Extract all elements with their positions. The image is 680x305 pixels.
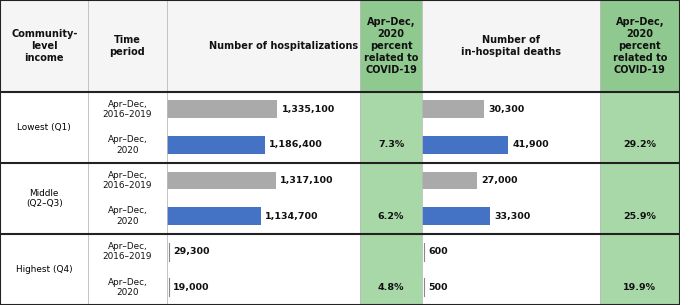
Text: 29.2%: 29.2% xyxy=(624,140,656,149)
Bar xyxy=(600,127,680,163)
Text: Number of hospitalizations: Number of hospitalizations xyxy=(209,41,358,51)
Text: Highest (Q4): Highest (Q4) xyxy=(16,265,73,274)
Bar xyxy=(360,269,422,305)
Bar xyxy=(422,136,508,154)
Text: Number of
in-hospital deaths: Number of in-hospital deaths xyxy=(460,35,561,57)
Text: 19,000: 19,000 xyxy=(173,283,210,292)
Bar xyxy=(0,198,88,234)
Bar xyxy=(167,198,360,234)
Bar xyxy=(360,198,422,234)
Bar xyxy=(600,269,680,305)
Bar xyxy=(600,0,680,92)
Text: 41,900: 41,900 xyxy=(512,140,549,149)
Text: 33,300: 33,300 xyxy=(494,212,531,221)
Bar xyxy=(360,92,422,127)
Text: Apr–Dec,
2020: Apr–Dec, 2020 xyxy=(107,135,148,155)
Bar xyxy=(422,163,600,198)
Text: Apr–Dec,
2020
percent
related to
COVID-19: Apr–Dec, 2020 percent related to COVID-1… xyxy=(364,17,418,75)
Bar xyxy=(167,100,277,118)
Bar xyxy=(167,92,360,127)
Bar xyxy=(88,0,167,92)
Text: 600: 600 xyxy=(428,247,448,256)
Bar xyxy=(88,92,167,127)
Text: 7.3%: 7.3% xyxy=(378,140,404,149)
Bar xyxy=(88,163,167,198)
Bar xyxy=(422,0,600,92)
Bar xyxy=(360,0,422,92)
Bar xyxy=(88,127,167,163)
Text: 27,000: 27,000 xyxy=(481,176,518,185)
Text: 25.9%: 25.9% xyxy=(624,212,656,221)
Text: 1,134,700: 1,134,700 xyxy=(265,212,318,221)
Bar xyxy=(600,92,680,127)
Bar xyxy=(167,269,360,305)
Text: 1,317,100: 1,317,100 xyxy=(280,176,334,185)
Bar xyxy=(360,234,422,269)
Bar xyxy=(422,269,600,305)
Bar xyxy=(167,0,360,92)
Text: Apr–Dec,
2020: Apr–Dec, 2020 xyxy=(107,278,148,297)
Bar xyxy=(0,127,88,163)
Bar xyxy=(422,100,484,118)
Text: Apr–Dec,
2020
percent
related to
COVID-19: Apr–Dec, 2020 percent related to COVID-1… xyxy=(613,17,667,75)
Bar xyxy=(422,171,477,189)
Text: 500: 500 xyxy=(428,283,448,292)
Text: 4.8%: 4.8% xyxy=(378,283,404,292)
Text: Lowest (Q1): Lowest (Q1) xyxy=(17,123,71,131)
Bar xyxy=(88,198,167,234)
Bar xyxy=(600,163,680,198)
Bar xyxy=(167,127,360,163)
Bar xyxy=(600,234,680,269)
Text: Time
period: Time period xyxy=(109,35,146,57)
Bar xyxy=(422,92,600,127)
Bar xyxy=(422,234,600,269)
Text: Apr–Dec,
2016–2019: Apr–Dec, 2016–2019 xyxy=(103,171,152,190)
Text: 30,300: 30,300 xyxy=(488,105,524,114)
Text: 29,300: 29,300 xyxy=(173,247,210,256)
Bar xyxy=(422,127,600,163)
Text: Apr–Dec,
2016–2019: Apr–Dec, 2016–2019 xyxy=(103,100,152,119)
Bar xyxy=(167,136,265,154)
Bar xyxy=(0,163,88,198)
Bar xyxy=(0,269,88,305)
Bar xyxy=(360,163,422,198)
Text: Apr–Dec,
2016–2019: Apr–Dec, 2016–2019 xyxy=(103,242,152,261)
Bar xyxy=(422,207,490,225)
Bar xyxy=(0,92,88,127)
Bar xyxy=(167,163,360,198)
Bar xyxy=(88,234,167,269)
Bar xyxy=(167,207,261,225)
Text: Community-
level
income: Community- level income xyxy=(11,29,78,63)
Bar xyxy=(0,234,88,269)
Bar xyxy=(422,198,600,234)
Text: 1,186,400: 1,186,400 xyxy=(269,140,323,149)
Bar xyxy=(167,171,276,189)
Text: Middle
(Q2–Q3): Middle (Q2–Q3) xyxy=(26,188,63,208)
Bar xyxy=(88,269,167,305)
Text: 1,335,100: 1,335,100 xyxy=(282,105,335,114)
Text: Apr–Dec,
2020: Apr–Dec, 2020 xyxy=(107,206,148,226)
Bar xyxy=(0,0,88,92)
Bar xyxy=(360,127,422,163)
Text: 6.2%: 6.2% xyxy=(378,212,404,221)
Bar xyxy=(167,234,360,269)
Bar xyxy=(600,198,680,234)
Text: 19.9%: 19.9% xyxy=(624,283,656,292)
